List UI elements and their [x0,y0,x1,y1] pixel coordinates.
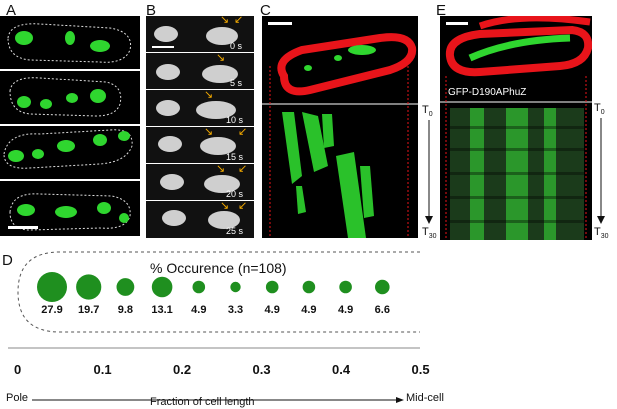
value-label: 13.1 [151,304,173,316]
panel-d-chart [8,251,420,403]
time-label: 25 s [226,226,244,236]
panel-a-svg [0,16,140,236]
x-tick-label: 0.2 [173,362,192,377]
bubble [76,274,102,300]
value-label: 9.8 [117,304,134,316]
arrow-down-icon: ↙ [238,163,248,175]
value-label: 3.3 [227,304,244,316]
panel-a-images [0,16,140,236]
arrow-down-icon: ↙ [234,14,244,26]
x-axis-label: Fraction of cell length [150,396,255,408]
bubble [151,276,173,298]
arrow-right-icon [396,397,404,403]
panel-label-e: E [436,2,447,19]
mid-cell-label: Mid-cell [406,392,444,404]
panel-label-a: A [6,2,17,19]
arrow-down-icon: ↘ [216,52,226,64]
panel-label-c: C [260,2,271,19]
value-label: 19.7 [77,304,100,316]
bubble [230,281,241,293]
arrow-down-icon: ↙ [238,200,248,212]
bubble [116,278,135,296]
arrow-down-icon: ↘ [220,200,230,212]
panel-label-d: D [2,252,13,269]
t0-label: T0 [422,104,433,119]
bubble [339,280,352,294]
arrow-down-icon: ↘ [204,89,214,101]
panel-e-kymograph: GFP-D190APhuZ T0 T30 [440,14,609,240]
panel-b-svg [146,16,254,238]
panel-c-kymograph: T0 T30 [262,16,437,240]
bubble [37,272,67,302]
arrow-down-icon: ↘ [220,14,230,26]
time-label: 20 s [226,189,244,199]
time-label: 10 s [226,115,244,125]
value-label: 4.9 [337,304,354,316]
value-label: 4.9 [264,304,280,316]
arrow-down-icon: ↙ [238,126,248,138]
construct-label: GFP-D190APhuZ [448,87,527,98]
x-tick-label: 0.3 [252,362,271,377]
t30-label: T30 [422,226,437,241]
bubble [302,280,316,294]
value-label: 6.6 [374,304,390,316]
value-label: 27.9 [41,304,63,316]
bubble-group [37,272,390,302]
t0-label: T0 [594,102,605,117]
chart-title: % Occurence (n=108) [150,260,287,276]
x-tick-label: 0.1 [93,362,112,377]
pole-label: Pole [6,392,29,404]
value-label: 4.9 [301,304,317,316]
arrow-down-icon [597,118,605,224]
x-tick-label: 0.5 [411,362,430,377]
x-tick-label: 0.4 [332,362,351,377]
bubble [192,280,206,294]
time-label: 15 s [226,152,244,162]
bubble [265,280,279,294]
arrow-down-icon: ↘ [216,163,226,175]
value-label: 4.9 [191,304,207,316]
panel-label-b: B [146,2,157,19]
panel-b-time-series: 0 s 5 s 10 s 15 s 20 s 25 s ↘ ↙ ↘ ↘ ↘ ↙ … [146,14,254,238]
panel-e-svg [440,14,593,240]
time-label: 0 s [230,41,243,51]
t30-label: T30 [594,226,609,241]
panel-c-svg [262,16,418,238]
arrow-down-icon [425,120,433,224]
arrow-down-icon: ↘ [204,126,214,138]
bubble [375,279,390,295]
time-label: 5 s [230,78,243,88]
cell-outline [17,251,420,333]
x-tick-label: 0 [14,362,22,377]
